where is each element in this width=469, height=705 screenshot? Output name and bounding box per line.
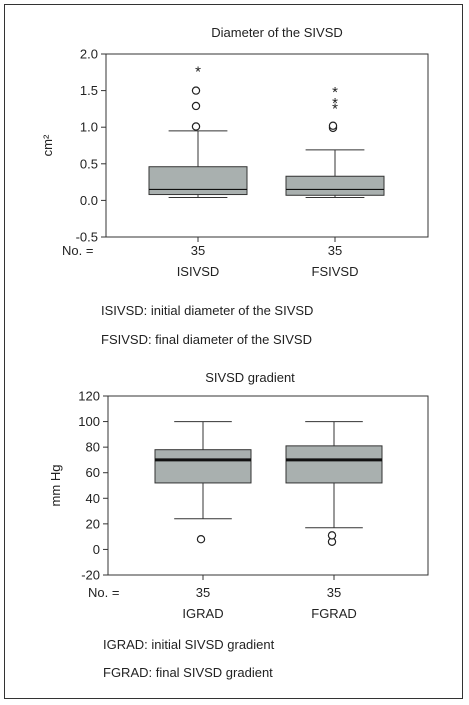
chart1-outlier-circle <box>191 122 201 131</box>
chart2-y-tick-label: 40 <box>86 491 100 506</box>
chart1-outlier-star: * <box>195 63 201 80</box>
chart2-count-igrad: 35 <box>196 585 210 600</box>
chart2-y-tick-label: 60 <box>86 465 100 480</box>
chart1-y-axis-label: cm² <box>40 134 55 156</box>
chart2-outlier-circle <box>327 531 337 540</box>
chart2-caption-line1: IGRAD: initial SIVSD gradient <box>103 637 275 652</box>
chart1-y-tick-label: -0.5 <box>76 230 98 245</box>
chart1-outlier-star: * <box>332 101 338 118</box>
chart2-count-fgrad: 35 <box>327 585 341 600</box>
chart1-outlier-circle <box>191 86 201 95</box>
chart1-count-fsivsd: 35 <box>328 243 342 258</box>
chart2-box-fgrad <box>285 445 383 484</box>
chart2-caption-line2: FGRAD: final SIVSD gradient <box>103 665 273 680</box>
chart2-y-tick-label: 80 <box>86 440 100 455</box>
chart2-category-label-fgrad: FGRAD <box>311 606 357 621</box>
chart2-plot-area <box>107 395 429 576</box>
chart1-y-tick-label: 1.5 <box>80 83 98 98</box>
chart1-y-tick-label: 2.0 <box>80 47 98 62</box>
chart1-outlier-star: * <box>332 95 338 112</box>
chart1-box-isivsd <box>148 166 248 196</box>
chart1-y-tick-label: 0.0 <box>80 193 98 208</box>
chart2-y-tick-label: 120 <box>78 389 100 404</box>
chart2-box-igrad <box>154 449 252 484</box>
chart1-plot-area <box>105 53 429 238</box>
chart1-caption-line1: ISIVSD: initial diameter of the SIVSD <box>101 303 314 318</box>
chart1-box-fsivsd <box>285 175 385 196</box>
chart2-y-tick-label: 20 <box>86 516 100 531</box>
chart2-y-tick-label: 0 <box>93 542 100 557</box>
chart1-title: Diameter of the SIVSD <box>211 25 343 40</box>
figure-frame <box>4 4 463 699</box>
chart1-outlier-circle <box>191 101 201 111</box>
chart1-count-isivsd: 35 <box>191 243 205 258</box>
chart1-n-label: No. = <box>62 243 93 258</box>
chart1-outlier-circle <box>328 121 338 130</box>
chart2-n-label: No. = <box>88 585 119 600</box>
chart2-y-tick-label: 100 <box>78 414 100 429</box>
chart1-caption-line2: FSIVSD: final diameter of the SIVSD <box>101 332 312 347</box>
chart1-y-tick-label: 1.0 <box>80 120 98 135</box>
chart1-category-label-isivsd: ISIVSD <box>177 264 220 279</box>
chart1-y-tick-label: 0.5 <box>80 156 98 171</box>
chart2-outlier-circle <box>196 535 206 544</box>
chart2-category-label-igrad: IGRAD <box>182 606 223 621</box>
chart2-y-tick-label: -20 <box>81 568 100 583</box>
chart2-y-axis-label: mm Hg <box>48 465 63 507</box>
chart1-outlier-star: * <box>332 84 338 101</box>
chart1-category-label-fsivsd: FSIVSD <box>312 264 359 279</box>
chart2-title: SIVSD gradient <box>205 370 295 385</box>
